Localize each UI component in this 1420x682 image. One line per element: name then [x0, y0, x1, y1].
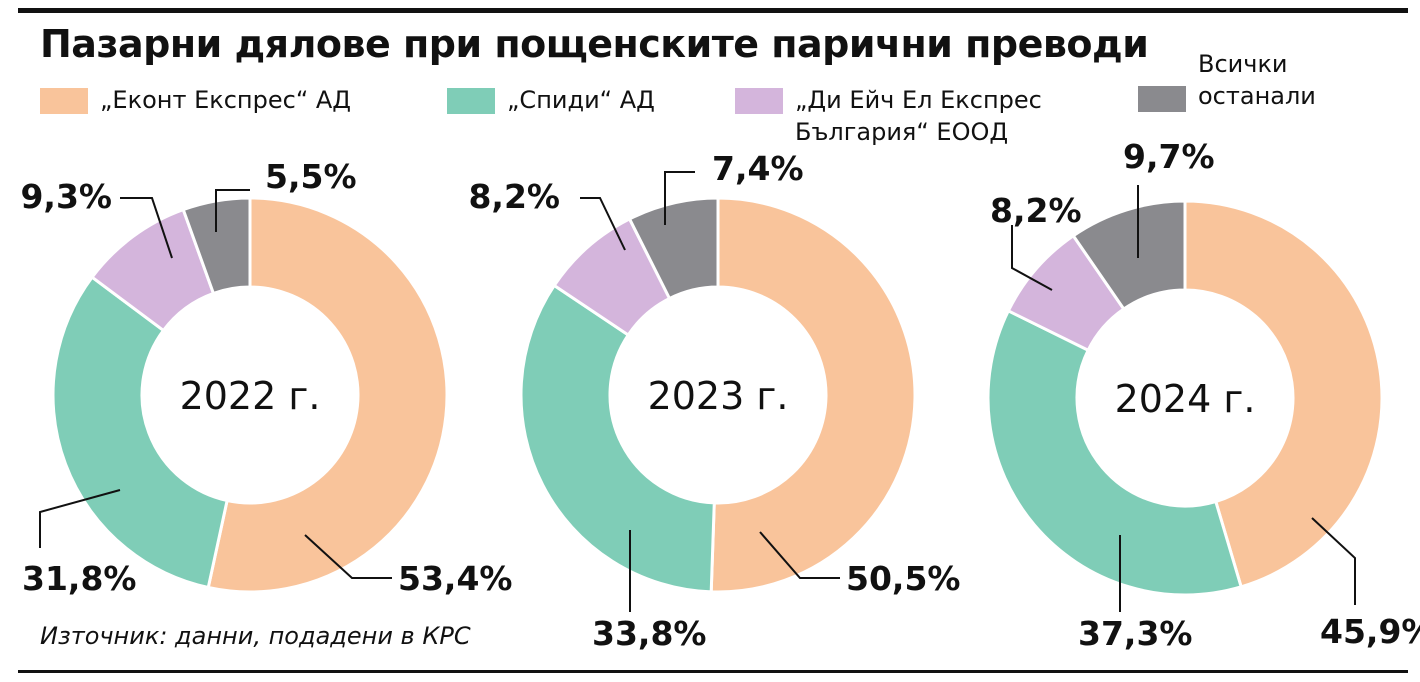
- donut-2-slice-0: [1183, 199, 1384, 589]
- donut-0-leader-0: [304, 534, 392, 579]
- bottom-rule: [18, 670, 1408, 673]
- chart-title: Пазарни дялове при пощенските парични пр…: [40, 22, 1149, 66]
- donut-2-value-label-0: 45,9%: [1320, 612, 1420, 651]
- donut-0-slice-0: [206, 196, 449, 594]
- legend-item-speedy: „Спиди“ АД: [447, 84, 655, 116]
- donut-2-value-label-1: 37,3%: [1078, 614, 1193, 653]
- legend-label-econt: „Еконт Експрес“ АД: [100, 86, 352, 114]
- donut-1-slice-0: [709, 196, 917, 594]
- top-rule: [18, 8, 1408, 13]
- donut-1-value-label-0: 50,5%: [846, 559, 961, 598]
- legend-label-others: Всички останали: [1198, 50, 1316, 110]
- legend-item-others: Всички останали: [1138, 48, 1316, 112]
- legend-item-dhl: „Ди Ейч Ел Експрес България“ ЕООД: [735, 84, 1042, 148]
- legend-label-dhl: „Ди Ейч Ел Експрес България“ ЕООД: [795, 86, 1042, 146]
- donut-1-slice-1: [519, 283, 716, 594]
- donut-2-slice-1: [986, 308, 1244, 597]
- donut-2-value-label-2: 8,2%: [990, 191, 1082, 230]
- donut-1-slice-3: [627, 196, 720, 301]
- donut-2-leader-2: [1011, 225, 1053, 291]
- donut-0-value-label-1: 31,8%: [22, 559, 137, 598]
- donut-1-year-label: 2023 г.: [648, 374, 789, 418]
- donut-0-leader-1: [39, 489, 121, 548]
- donut-2-value-label-3: 9,7%: [1123, 137, 1215, 176]
- donut-0-leader-3: [215, 189, 250, 232]
- legend-swatch-econt: [40, 88, 88, 114]
- donut-0-value-label-3: 5,5%: [265, 157, 357, 196]
- donut-1-leader-3: [664, 171, 695, 225]
- source-note: Източник: данни, подадени в КРС: [40, 622, 471, 650]
- legend-swatch-speedy: [447, 88, 495, 114]
- legend-swatch-dhl: [735, 88, 783, 114]
- donut-0-slice-3: [181, 196, 252, 296]
- legend-swatch-others: [1138, 86, 1186, 112]
- donut-1-leader-2: [580, 197, 626, 251]
- donut-2-slice-3: [1071, 199, 1187, 312]
- donut-0-leader-2: [120, 197, 173, 259]
- legend-item-econt: „Еконт Експрес“ АД: [40, 84, 351, 116]
- donut-0-value-label-0: 53,4%: [398, 559, 513, 598]
- donut-1-value-label-3: 7,4%: [712, 149, 804, 188]
- donut-0-value-label-2: 9,3%: [20, 177, 112, 216]
- donut-2-year-label: 2024 г.: [1115, 377, 1256, 421]
- donut-0-year-label: 2022 г.: [180, 374, 321, 418]
- donut-0-slice-1: [51, 275, 229, 590]
- donut-2-leader-0: [1311, 517, 1356, 605]
- legend-label-speedy: „Спиди“ АД: [507, 86, 655, 114]
- donut-1-value-label-2: 8,2%: [468, 177, 560, 216]
- donut-1-value-label-1: 33,8%: [592, 614, 707, 653]
- donut-1-leader-0: [759, 531, 840, 579]
